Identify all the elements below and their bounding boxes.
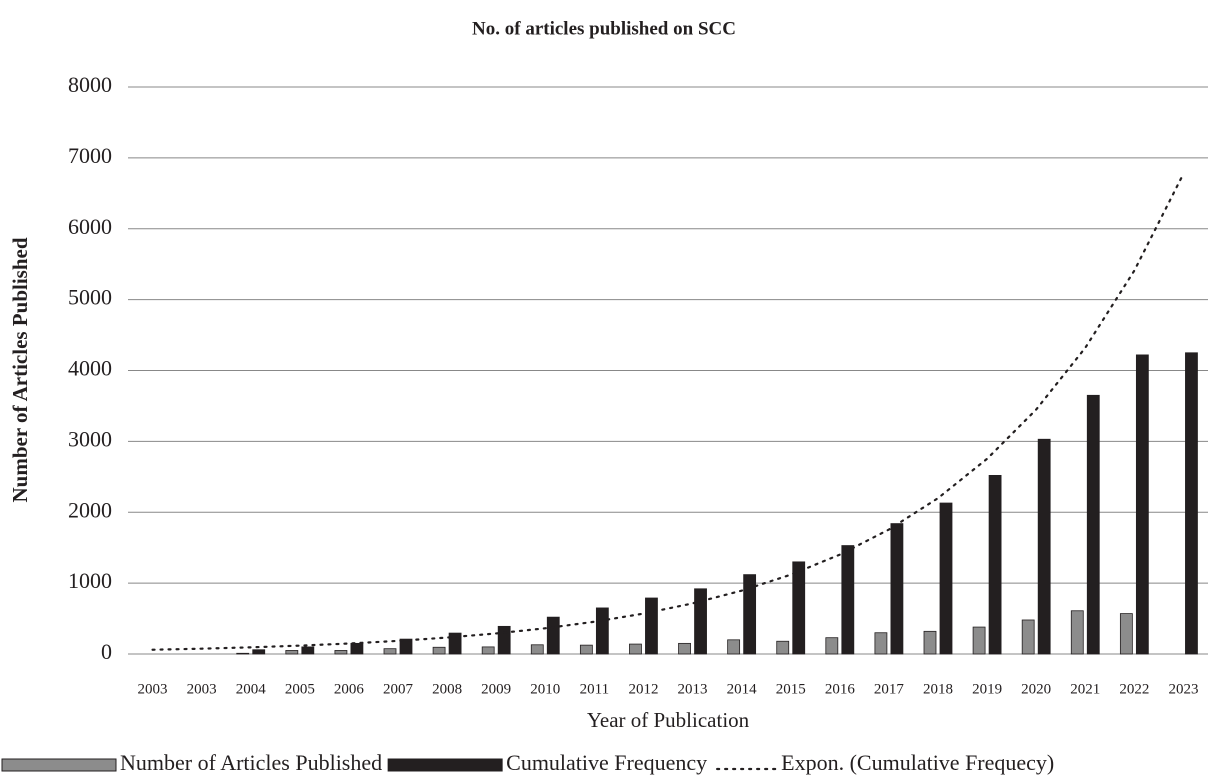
bar <box>546 616 560 655</box>
bar <box>743 574 757 655</box>
bar <box>236 652 250 655</box>
bar <box>645 597 658 655</box>
bar <box>1070 610 1084 655</box>
bar <box>694 588 707 655</box>
x-tick-label: 2003 <box>187 681 217 697</box>
trend-line <box>151 172 1185 651</box>
bar <box>595 607 609 655</box>
x-tick-label: 2009 <box>481 681 511 697</box>
bar <box>988 474 1002 655</box>
bar <box>825 637 839 655</box>
bar <box>1135 354 1149 655</box>
chart-title: No. of articles published on SCC <box>472 18 736 39</box>
x-tick-label: 2022 <box>1119 681 1149 697</box>
bar <box>923 630 937 655</box>
bar <box>792 561 806 655</box>
bar <box>285 650 299 655</box>
bar <box>530 644 544 655</box>
bar <box>890 523 904 655</box>
bar <box>1021 619 1035 655</box>
bar <box>776 640 790 655</box>
bar <box>350 642 364 655</box>
legend-swatch <box>1 758 117 772</box>
bar <box>383 648 397 655</box>
bar <box>874 632 888 655</box>
x-tick-label: 2012 <box>628 681 658 697</box>
y-tick-label: 8000 <box>68 72 112 97</box>
x-tick-label: 2011 <box>580 681 609 697</box>
x-tick-label: 2020 <box>1021 681 1051 697</box>
x-tick-label: 2017 <box>874 681 905 697</box>
bar <box>727 639 741 655</box>
x-tick-label: 2023 <box>1168 681 1198 697</box>
bar <box>301 646 315 655</box>
y-tick-label: 0 <box>101 639 112 664</box>
bar <box>972 626 986 655</box>
y-tick-label: 3000 <box>68 426 112 451</box>
bar <box>448 632 462 655</box>
y-tick-label: 4000 <box>68 356 112 381</box>
x-tick-label: 2006 <box>334 681 365 697</box>
bar <box>579 644 593 655</box>
bar <box>1086 394 1100 655</box>
bar <box>629 643 642 655</box>
x-tick-label: 2015 <box>776 681 806 697</box>
bar <box>252 649 266 655</box>
bar <box>481 646 495 655</box>
y-tick-label: 2000 <box>68 497 112 522</box>
x-tick-label: 2004 <box>236 681 267 697</box>
x-tick-label: 2019 <box>972 681 1002 697</box>
x-tick-label: 2014 <box>727 681 758 697</box>
y-axis-title: Number of Articles Published <box>8 237 32 502</box>
y-tick-label: 5000 <box>68 285 112 310</box>
legend-label: Expon. (Cumulative Frequecy) <box>781 750 1054 775</box>
bar <box>497 625 511 655</box>
legend-swatch <box>387 758 503 772</box>
y-tick-label: 7000 <box>68 143 112 168</box>
x-tick-label: 2018 <box>923 681 953 697</box>
y-tick-label: 6000 <box>68 214 112 239</box>
bar <box>678 642 691 655</box>
bar <box>1037 438 1051 655</box>
x-tick-label: 2016 <box>825 681 856 697</box>
legend-label: Number of Articles Published <box>120 750 382 775</box>
x-tick-label: 2007 <box>383 681 414 697</box>
bar <box>939 502 953 655</box>
x-tick-label: 2005 <box>285 681 315 697</box>
x-tick-label: 2010 <box>530 681 560 697</box>
x-tick-label: 2021 <box>1070 681 1100 697</box>
x-tick-label: 2003 <box>138 681 168 697</box>
x-tick-label: 2008 <box>432 681 462 697</box>
bar <box>399 638 413 655</box>
y-tick-label: 1000 <box>68 568 112 593</box>
bar <box>432 646 446 655</box>
bar <box>841 545 855 655</box>
bar <box>1185 352 1198 655</box>
legend-label: Cumulative Frequency <box>506 750 707 775</box>
bar <box>1119 613 1133 655</box>
x-axis-title: Year of Publication <box>587 708 750 732</box>
x-tick-label: 2013 <box>678 681 708 697</box>
bar <box>334 650 348 655</box>
